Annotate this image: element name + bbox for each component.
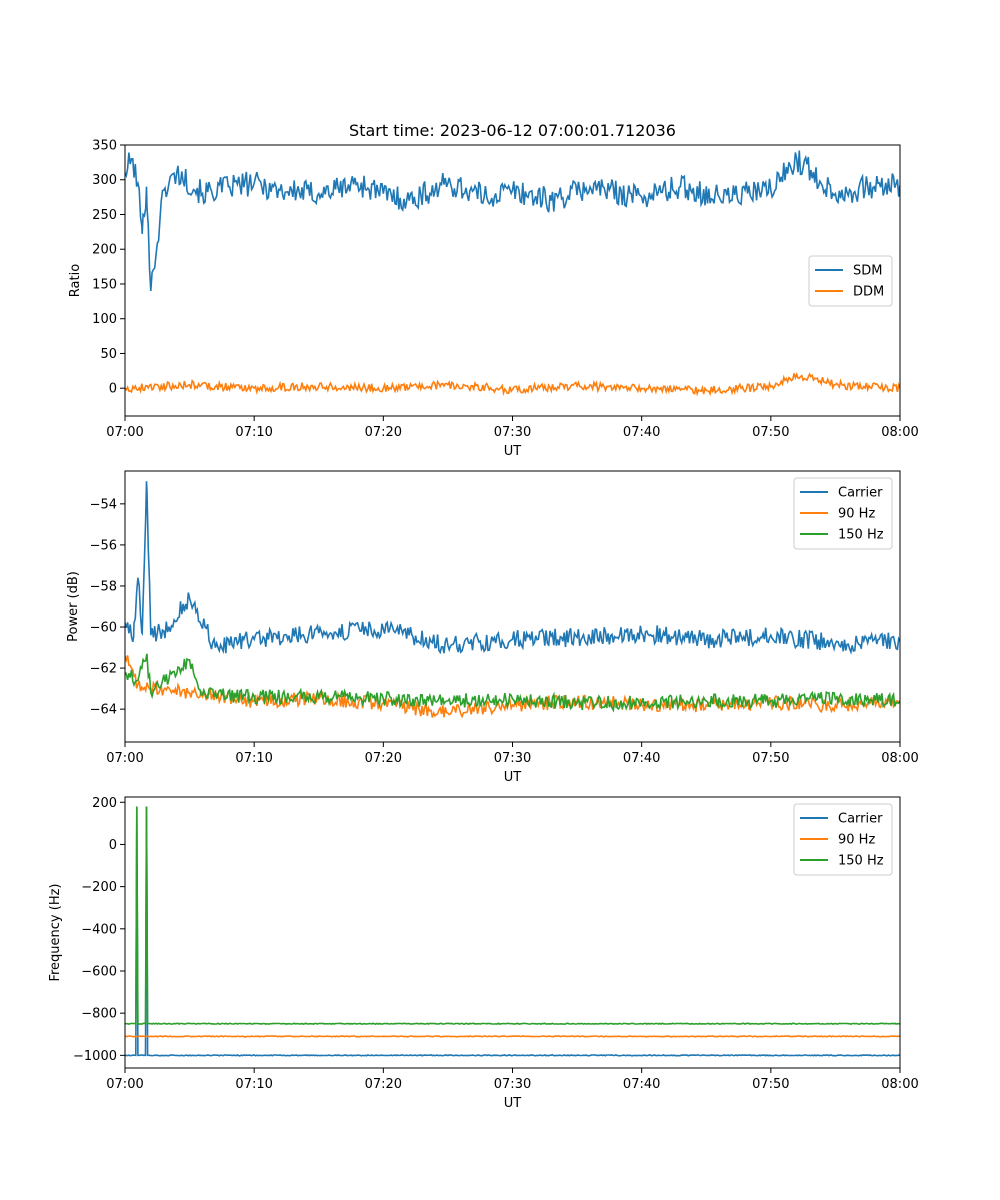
y-tick-label: −54 xyxy=(90,497,117,512)
y-tick-label: 250 xyxy=(92,208,117,223)
series-line-ddm xyxy=(125,371,900,397)
x-tick-label: 07:20 xyxy=(365,751,402,766)
x-tick-label: 08:00 xyxy=(881,751,918,766)
series-line-90-hz xyxy=(125,655,900,719)
legend: Carrier 90 Hz 150 Hz xyxy=(793,477,893,550)
y-tick-label: −60 xyxy=(90,621,117,636)
x-tick-label: 07:10 xyxy=(235,1077,272,1092)
legend-label: 90 Hz xyxy=(838,833,875,848)
series-line-carrier xyxy=(125,481,900,655)
series-line-carrier xyxy=(125,806,900,1057)
x-tick-label: 07:30 xyxy=(494,751,531,766)
x-tick-label: 07:50 xyxy=(752,751,789,766)
y-tick-label: 0 xyxy=(109,838,117,853)
y-tick-label: 350 xyxy=(92,139,117,154)
y-tick-label: −1000 xyxy=(73,1049,117,1064)
x-axis-label: UT xyxy=(504,444,522,459)
x-tick-label: 07:10 xyxy=(235,751,272,766)
y-tick-label: −56 xyxy=(90,538,117,553)
x-tick-label: 07:10 xyxy=(235,425,272,440)
legend-box xyxy=(793,477,893,550)
x-tick-label: 08:00 xyxy=(881,425,918,440)
x-tick-label: 07:00 xyxy=(106,1077,143,1092)
y-tick-label: 50 xyxy=(100,347,117,362)
legend: SDM DDM xyxy=(808,255,893,307)
x-tick-label: 07:00 xyxy=(106,425,143,440)
legend-label: 150 Hz xyxy=(838,528,884,543)
y-tick-label: 150 xyxy=(92,277,117,292)
y-tick-label: 300 xyxy=(92,173,117,188)
chart-panel-3: 07:00 07:10 07:20 07:30 07:40 07:50 08:00 −1000… xyxy=(48,796,919,1111)
legend-label: SDM xyxy=(853,264,882,279)
legend-label: 150 Hz xyxy=(838,854,884,869)
x-tick-label: 07:30 xyxy=(494,1077,531,1092)
x-tick-label: 07:50 xyxy=(752,425,789,440)
y-tick-label: −200 xyxy=(81,880,117,895)
y-tick-label: 200 xyxy=(92,243,117,258)
y-tick-label: −64 xyxy=(90,703,117,718)
series-line-90-hz xyxy=(125,1034,900,1038)
legend-label: DDM xyxy=(853,285,884,300)
series-line-150-hz xyxy=(125,653,900,713)
axes-frame xyxy=(124,796,901,1069)
legend-label: Carrier xyxy=(838,812,883,827)
chart-panel-2: 07:00 07:10 07:20 07:30 07:40 07:50 08:00 −64 −6… xyxy=(66,470,919,785)
y-tick-label: −58 xyxy=(90,579,117,594)
x-tick-label: 07:20 xyxy=(365,1077,402,1092)
y-axis-label: Ratio xyxy=(68,264,83,297)
x-tick-label: 07:40 xyxy=(623,1077,660,1092)
x-tick-label: 07:00 xyxy=(106,751,143,766)
y-tick-label: 200 xyxy=(92,796,117,811)
legend-label: Carrier xyxy=(838,486,883,501)
legend: Carrier 90 Hz 150 Hz xyxy=(793,803,893,876)
legend-box xyxy=(793,803,893,876)
x-tick-label: 07:30 xyxy=(494,425,531,440)
x-tick-label: 07:20 xyxy=(365,425,402,440)
chart-title: Start time: 2023-06-12 07:00:01.712036 xyxy=(349,121,676,140)
y-tick-label: −800 xyxy=(81,1007,117,1022)
series-line-150-hz xyxy=(125,806,900,1026)
x-axis-label: UT xyxy=(504,1096,522,1111)
y-axis-label: Power (dB) xyxy=(66,571,81,642)
x-tick-label: 07:40 xyxy=(623,751,660,766)
y-tick-label: −600 xyxy=(81,964,117,979)
y-axis-label: Frequency (Hz) xyxy=(48,883,63,981)
legend-label: 90 Hz xyxy=(838,507,875,522)
x-axis-label: UT xyxy=(504,770,522,785)
series-line-sdm xyxy=(125,150,900,291)
y-tick-label: −400 xyxy=(81,922,117,937)
y-tick-label: 100 xyxy=(92,312,117,327)
y-tick-label: −62 xyxy=(90,662,117,677)
y-tick-label: 0 xyxy=(109,382,117,397)
x-tick-label: 07:50 xyxy=(752,1077,789,1092)
x-tick-label: 07:40 xyxy=(623,425,660,440)
chart-panel-1: 07:00 07:10 07:20 07:30 07:40 07:50 08:00 0 50 10… xyxy=(68,121,919,459)
legend-box xyxy=(808,255,893,307)
x-tick-label: 08:00 xyxy=(881,1077,918,1092)
